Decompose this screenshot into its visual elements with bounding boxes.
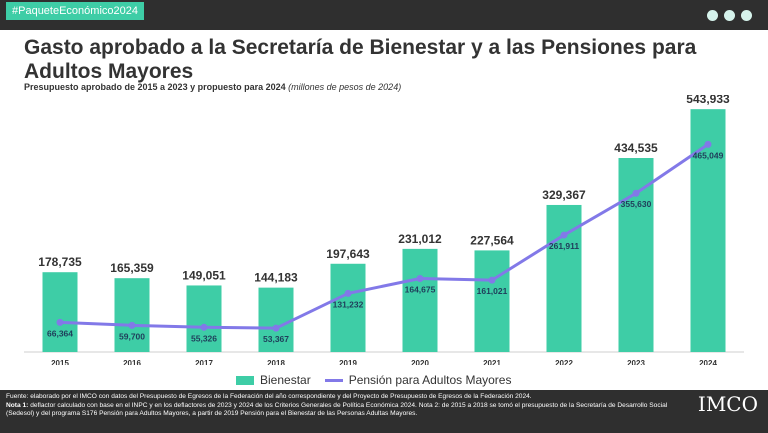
- chart-title: Gasto aprobado a la Secretaría de Bienes…: [24, 36, 697, 83]
- x-tick-2023: 2023: [627, 359, 645, 365]
- pension-point-2020: [416, 274, 424, 282]
- methodology-note: Nota 1: deflactor calculado con base en …: [6, 402, 671, 419]
- pension-line: [59, 143, 709, 330]
- bar-label-2018: 144,183: [254, 271, 298, 285]
- x-tick-2021: 2021: [483, 359, 501, 365]
- pension-point-2015: [56, 318, 64, 326]
- x-tick-2016: 2016: [123, 359, 141, 365]
- dot-icon: [707, 10, 718, 21]
- pension-point-2018: [272, 324, 280, 332]
- pension-label-2015: 66,364: [47, 328, 73, 338]
- bar-2016: [114, 278, 150, 352]
- bar-label-2023: 434,535: [614, 141, 658, 155]
- pension-label-2024: 465,049: [693, 150, 724, 160]
- bar-label-2024: 543,933: [686, 95, 730, 106]
- imco-logo: IMCO: [697, 392, 758, 416]
- bar-2015: [42, 272, 78, 352]
- pension-label-2023: 355,630: [621, 199, 652, 209]
- window-dots: [707, 10, 752, 21]
- pension-point-2022: [560, 231, 568, 239]
- x-tick-2020: 2020: [411, 359, 429, 365]
- x-tick-2024: 2024: [699, 359, 717, 365]
- dot-icon: [724, 10, 735, 21]
- subtitle-units: (millones de pesos de 2024): [288, 82, 402, 92]
- bar-2024: [690, 109, 726, 353]
- pension-point-2017: [200, 323, 208, 331]
- legend-bar-swatch: [236, 375, 254, 385]
- bar-label-2021: 227,564: [470, 233, 514, 247]
- pension-point-2021: [488, 276, 496, 284]
- note-label: Nota 1:: [6, 401, 29, 409]
- source-note: Fuente: elaborado por el IMCO con datos …: [6, 393, 532, 400]
- bar-2020: [402, 248, 438, 352]
- top-bar: #PaqueteEconómico2024: [0, 0, 768, 30]
- bar-2018: [258, 287, 294, 352]
- pension-point-2023: [632, 189, 640, 197]
- bar-label-2020: 231,012: [398, 232, 442, 246]
- pension-point-2019: [344, 289, 352, 297]
- bar-label-2015: 178,735: [38, 255, 82, 269]
- x-tick-2022: 2022: [555, 359, 573, 365]
- pension-label-2021: 161,021: [477, 286, 508, 296]
- chart-area: 178,735 2015 165,359 2016 149,051 2017 144,183…: [24, 95, 744, 365]
- x-tick-2018: 2018: [267, 359, 285, 365]
- pension-point-2024: [704, 140, 712, 148]
- legend-label-bienestar: Bienestar: [260, 373, 311, 387]
- bar-label-2022: 329,367: [542, 188, 586, 202]
- pension-label-2022: 261,911: [549, 241, 580, 251]
- bar-2021: [474, 250, 510, 352]
- footer-notes: Fuente: elaborado por el IMCO con datos …: [6, 393, 671, 419]
- x-tick-2019: 2019: [339, 359, 357, 365]
- bar-label-2019: 197,643: [326, 247, 370, 261]
- bar-2023: [618, 158, 654, 352]
- legend-line-swatch: [324, 378, 343, 382]
- legend-label-pension: Pensión para Adultos Mayores: [348, 373, 512, 387]
- footer: Fuente: elaborado por el IMCO con datos …: [0, 390, 768, 433]
- pension-label-2019: 131,232: [333, 299, 364, 309]
- bar-2019: [330, 263, 366, 352]
- legend: Bienestar Pensión para Adultos Mayores: [236, 373, 511, 387]
- hashtag-badge: #PaqueteEconómico2024: [6, 2, 144, 20]
- pension-label-2018: 53,367: [263, 334, 289, 344]
- note-text: deflactor calculado con base en el INPC …: [6, 401, 668, 418]
- subtitle-main: Presupuesto aprobado de 2015 a 2023 y pr…: [24, 82, 286, 92]
- bar-label-2016: 165,359: [110, 261, 154, 275]
- bar-2017: [186, 285, 222, 352]
- bar-label-2017: 149,051: [182, 268, 226, 282]
- pension-label-2017: 55,326: [191, 333, 217, 343]
- pension-point-2016: [128, 321, 136, 329]
- pension-label-2016: 59,700: [119, 331, 145, 341]
- chart-subtitle: Presupuesto aprobado de 2015 a 2023 y pr…: [24, 82, 401, 92]
- pension-label-2020: 164,675: [405, 284, 436, 294]
- x-tick-2015: 2015: [51, 359, 69, 365]
- x-tick-2017: 2017: [195, 359, 213, 365]
- dot-icon: [741, 10, 752, 21]
